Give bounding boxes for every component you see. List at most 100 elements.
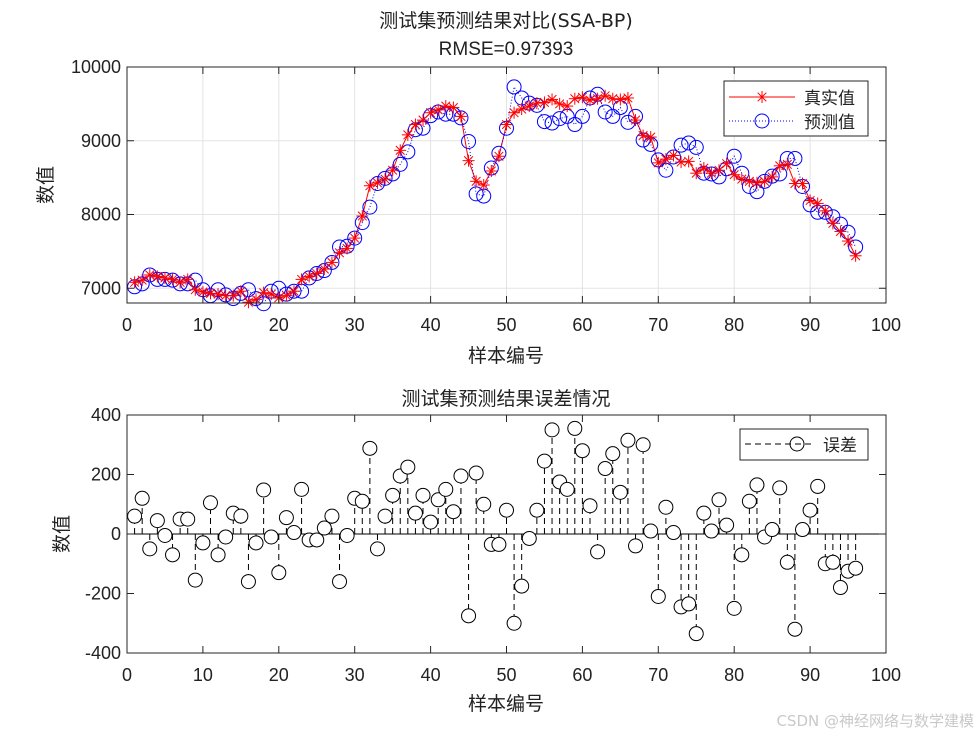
predicted-point (726, 148, 742, 164)
asterisk-stroke (456, 111, 466, 122)
error-point (491, 536, 507, 552)
error-point (658, 499, 674, 515)
error-point (385, 487, 401, 503)
error-point (165, 547, 181, 563)
error-point (848, 560, 864, 576)
bottom-series (127, 420, 886, 642)
top-x-tick-label: 60 (572, 315, 592, 335)
asterisk-stroke (775, 161, 785, 171)
error-point (354, 493, 370, 509)
asterisk-stroke (357, 211, 367, 221)
predicted-point (286, 283, 302, 299)
true-point (356, 209, 369, 222)
asterisk-stroke (372, 178, 383, 188)
asterisk-stroke (797, 178, 808, 189)
true-point (530, 97, 543, 110)
asterisk-stroke (790, 178, 800, 189)
predicted-point (597, 104, 613, 120)
error-point (294, 481, 310, 497)
asterisk-stroke (137, 275, 147, 285)
asterisk-stroke (683, 156, 694, 167)
predicted-point (142, 267, 158, 283)
error-point (597, 461, 613, 477)
true-point (318, 263, 331, 276)
predicted-point (787, 150, 803, 166)
true-point (341, 242, 354, 255)
asterisk-stroke (334, 248, 345, 258)
error-point (240, 574, 256, 590)
asterisk-stroke (160, 273, 170, 283)
true-point (371, 176, 384, 189)
asterisk-stroke (600, 91, 610, 101)
asterisk-stroke (183, 274, 193, 285)
true-point (713, 164, 726, 177)
asterisk-stroke (281, 290, 292, 301)
true-point (758, 175, 771, 188)
asterisk-stroke (699, 163, 709, 173)
bottom-x-tick-label: 30 (345, 665, 365, 685)
predicted-point (703, 166, 719, 182)
error-point (400, 459, 416, 475)
asterisk-stroke (387, 165, 398, 175)
true-point (781, 158, 794, 171)
asterisk-stroke (251, 294, 261, 304)
top-x-tick-label: 40 (421, 315, 441, 335)
bottom-y-tick-label: -200 (85, 584, 121, 604)
error-point (734, 547, 750, 563)
true-point (485, 164, 498, 177)
predicted-point (347, 230, 363, 246)
bottom-x-tick-label: 50 (496, 665, 516, 685)
error-point (127, 508, 143, 524)
error-point (650, 588, 666, 604)
bottom-x-tick-label: 60 (572, 665, 592, 685)
error-point (286, 525, 302, 541)
asterisk-stroke (463, 155, 474, 166)
legend-label-pred: 预测值 (804, 113, 855, 133)
true-point (743, 175, 756, 188)
error-point (726, 600, 742, 616)
error-point (134, 490, 150, 506)
asterisk-stroke (828, 218, 838, 229)
asterisk-stroke (850, 251, 861, 261)
asterisk-stroke (289, 286, 299, 296)
asterisk-stroke (532, 98, 542, 108)
error-point (157, 527, 173, 543)
true-point (212, 288, 225, 301)
top-x-tick-label: 70 (648, 315, 668, 335)
asterisk-stroke (653, 158, 663, 168)
predicted-point (324, 254, 340, 270)
error-point (278, 510, 294, 526)
top-chart-title: 测试集预测结果对比(SSA-BP) (379, 10, 633, 32)
predicted-point (757, 173, 773, 189)
true-point (735, 173, 748, 186)
predicted-point (461, 133, 477, 149)
error-point (574, 443, 590, 459)
true-point (766, 170, 779, 183)
bottom-y-tick-label: 200 (91, 465, 121, 485)
error-point (741, 493, 757, 509)
true-point (234, 285, 247, 298)
true-point (682, 155, 695, 168)
true-point (432, 103, 445, 116)
error-point (696, 505, 712, 521)
true-point (143, 268, 156, 281)
error-point (263, 529, 279, 545)
asterisk-stroke (729, 170, 739, 180)
asterisk-stroke (501, 119, 512, 130)
true-point (333, 246, 346, 259)
legend-circle-marker (754, 113, 770, 129)
bottom-x-tick-label: 20 (269, 665, 289, 685)
bottom-x-tick-label: 70 (648, 665, 668, 685)
bottom-y-tick-label: 400 (91, 405, 121, 425)
true-point (606, 92, 619, 105)
true-point (614, 93, 627, 106)
error-point (271, 565, 287, 581)
top-chart-subtitle: RMSE=0.97393 (439, 39, 574, 60)
error-point (423, 514, 439, 530)
asterisk-stroke (737, 174, 747, 184)
true-point (629, 114, 642, 127)
asterisk-stroke (205, 288, 216, 299)
legend-error-circle-marker (789, 436, 805, 452)
error-point (415, 487, 431, 503)
